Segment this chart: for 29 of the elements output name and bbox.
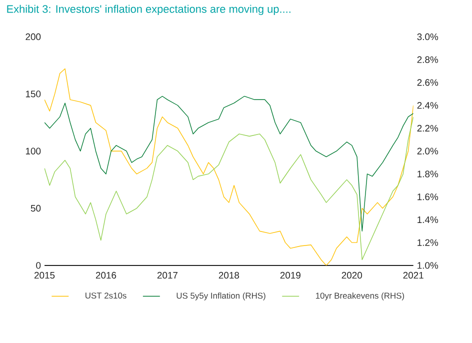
legend-label: UST 2s10s	[86, 292, 126, 299]
y-tick-label: 150	[26, 90, 41, 98]
x-tick-label: 2017	[157, 272, 178, 279]
chart-title: Exhibit 3: Investors' inflation expectations are moving up....	[7, 4, 290, 16]
x-tick-label: 2020	[342, 272, 362, 279]
x-tick-label: 2016	[96, 272, 116, 279]
x-tick-label: 2015	[34, 272, 55, 279]
y2-tick-label: 1.8%	[418, 170, 438, 178]
legend-label: US 5y5y Inflation (RHS)	[176, 292, 266, 300]
x-tick-label: 2018	[218, 272, 240, 279]
line-series	[44, 96, 414, 232]
y2-tick-label: 1.6%	[418, 194, 438, 200]
y2-tick-label: 1.4%	[418, 216, 438, 224]
y2-tick-label: 2.6%	[417, 79, 438, 86]
y2-tick-label: 2.4%	[417, 102, 438, 109]
y2-tick-label: 1.2%	[418, 239, 438, 246]
line-series	[44, 68, 414, 266]
legend-label: 10yr Breakevens (RHS)	[316, 292, 404, 300]
y-tick-label: 100	[26, 148, 41, 154]
y-tick-label: 50	[30, 204, 41, 212]
y2-tick-label: 2.8%	[417, 56, 438, 64]
y-tick-label: 0	[36, 262, 41, 269]
y2-tick-label: 2.0%	[417, 148, 438, 154]
y2-tick-label: 1.0%	[418, 262, 438, 269]
y2-tick-label: 3.0%	[417, 33, 438, 40]
y2-tick-label: 2.2%	[417, 124, 438, 132]
x-tick-label: 2019	[280, 272, 300, 279]
y-tick-label: 200	[26, 33, 41, 40]
x-tick-label: 2021	[403, 272, 424, 279]
